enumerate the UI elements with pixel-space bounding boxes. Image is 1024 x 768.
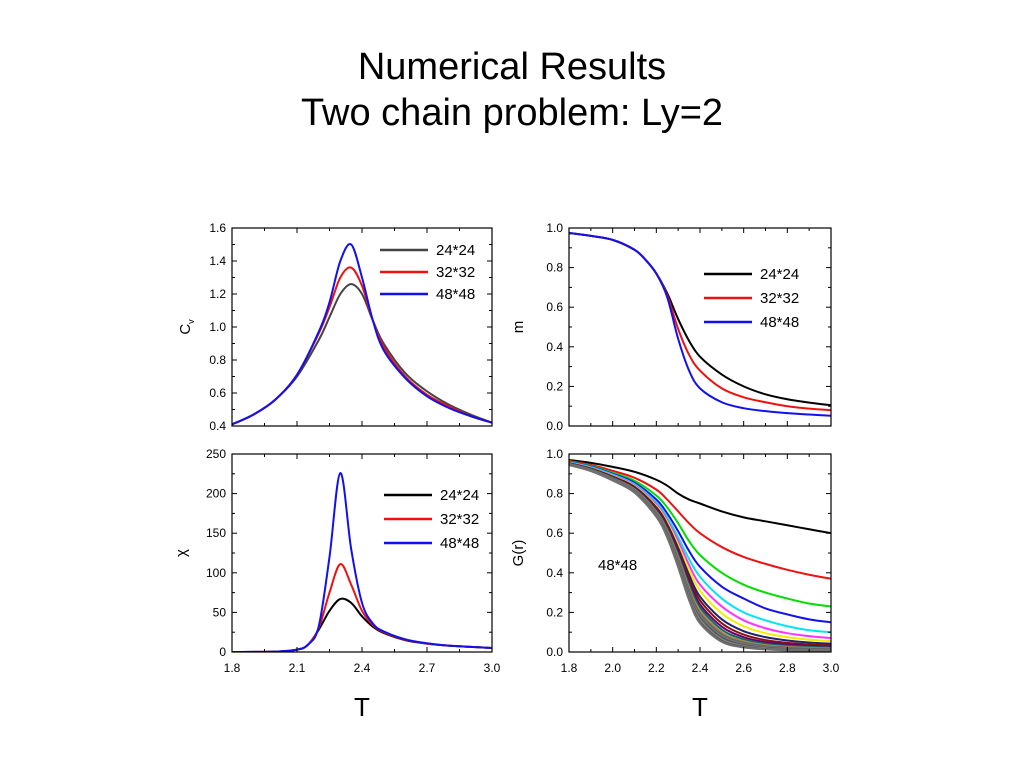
- cv-ytick-label: 0.4: [209, 419, 226, 433]
- chi-xtick-label: 2.1: [289, 661, 306, 675]
- m-ytick-label: 0.8: [546, 261, 563, 275]
- panel-gr: 0.0 0.2 0.4 0.6 0.8 1.0 1.8 2.0 2.2 2.4 2.6 2.8 3.0 G…: [510, 447, 840, 722]
- gr-xtick-label: 2.0: [604, 661, 621, 675]
- gr-ytick-label: 0.0: [546, 645, 563, 659]
- m-ytick-label: 0.4: [546, 340, 563, 354]
- m-ytick-label: 1.0: [546, 221, 563, 235]
- gr-xtick-label: 1.8: [561, 661, 578, 675]
- m-legend-label: 24*24: [760, 266, 799, 283]
- title-line-1: Numerical Results: [357, 46, 667, 88]
- gr-ytick-label: 0.8: [546, 487, 563, 501]
- gr-series-1-line: [569, 459, 831, 580]
- chi-ytick-label: 150: [206, 526, 226, 540]
- m-ytick-label: 0.6: [546, 300, 563, 314]
- m-series-48x48-line: [569, 231, 831, 417]
- gr-xtick-label: 2.6: [735, 661, 752, 675]
- chi-xtick-label: 1.8: [224, 661, 241, 675]
- gr-ytick-label: 0.4: [546, 566, 563, 580]
- chi-ytick-label: 250: [206, 447, 226, 461]
- gr-series-group: [569, 458, 831, 652]
- cv-ytick-label: 0.8: [209, 353, 226, 367]
- chi-series-32x32-line: [232, 563, 492, 652]
- gr-series-2-line: [569, 460, 831, 608]
- chi-legend: 24*24 32*32 48*48: [384, 487, 479, 552]
- m-legend-label: 32*32: [760, 290, 799, 307]
- gr-xlabel: T: [692, 692, 708, 722]
- gr-ytick-label: 0.6: [546, 526, 563, 540]
- cv-legend-label: 24*24: [436, 242, 475, 259]
- cv-legend-label: 48*48: [436, 286, 475, 303]
- chi-xtick-label: 2.4: [354, 661, 371, 675]
- chi-ylabel: χ: [173, 549, 190, 557]
- gr-series-0-line: [569, 458, 831, 535]
- cv-ytick-label: 1.6: [209, 221, 226, 235]
- panel-chi: 0 50 100 150 200 250 1.8 2.1 2.4 2.7 3.0 χ T 24*24 32*…: [173, 447, 501, 722]
- gr-xtick-label: 2.8: [779, 661, 796, 675]
- panel-m: 0.0 0.2 0.4 0.6 0.8 1.0 m 24*24 32*32 48*48: [510, 221, 832, 433]
- m-series-group: [569, 231, 831, 417]
- gr-xtick-label: 2.4: [692, 661, 709, 675]
- chi-ytick-label: 0: [219, 645, 226, 659]
- m-legend-label: 48*48: [760, 314, 799, 331]
- cv-series-48x48-line: [232, 243, 492, 426]
- chi-xtick-label: 2.7: [419, 661, 436, 675]
- gr-ylabel: G(r): [510, 540, 527, 567]
- chi-xtick-label: 3.0: [484, 661, 501, 675]
- chi-ytick-label: 200: [206, 487, 226, 501]
- m-ytick-label: 0.2: [546, 379, 563, 393]
- gr-annotation: 48*48: [598, 557, 637, 574]
- chi-legend-label: 24*24: [440, 487, 479, 504]
- cv-ytick-label: 0.6: [209, 386, 226, 400]
- m-legend: 24*24 32*32 48*48: [704, 266, 799, 331]
- m-ytick-label: 0.0: [546, 419, 563, 433]
- cv-ytick-label: 1.4: [209, 254, 226, 268]
- slide-title: Numerical Results Two chain problem: Ly=…: [0, 44, 1024, 136]
- gr-ytick-label: 1.0: [546, 447, 563, 461]
- chi-xlabel: T: [354, 692, 370, 722]
- chi-series-24x24-line: [232, 597, 492, 652]
- cv-legend-label: 32*32: [436, 264, 475, 281]
- chi-plot-frame: [231, 453, 493, 653]
- gr-series-3-line: [569, 460, 831, 624]
- gr-xtick-label: 2.2: [648, 661, 665, 675]
- gr-ytick-label: 0.2: [546, 605, 563, 619]
- gr-series-17-line: [569, 464, 831, 652]
- cv-legend: 24*24 32*32 48*48: [380, 242, 475, 303]
- chi-legend-label: 48*48: [440, 535, 479, 552]
- chi-ytick-label: 100: [206, 566, 226, 580]
- chi-ytick-label: 50: [213, 605, 227, 619]
- chi-series-group: [232, 472, 492, 652]
- cv-ytick-label: 1.2: [209, 287, 226, 301]
- chi-series-48x48-line: [232, 472, 492, 652]
- m-ylabel: m: [510, 321, 527, 334]
- cv-ylabel: Cv: [177, 319, 196, 335]
- panel-cv: 0.4 0.6 0.8 1.0 1.2 1.4 1.6 Cv 24*24 32*32 48*48: [177, 221, 493, 433]
- title-line-2: Two chain problem: Ly=2: [300, 92, 724, 134]
- chi-legend-label: 32*32: [440, 511, 479, 528]
- cv-series-group: [232, 243, 492, 426]
- cv-ytick-label: 1.0: [209, 320, 226, 334]
- gr-xtick-label: 3.0: [823, 661, 840, 675]
